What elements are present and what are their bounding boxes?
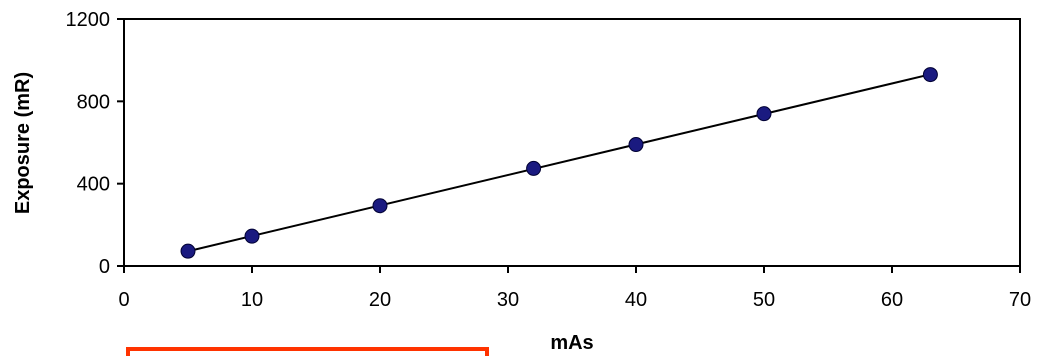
x-tick-label: 0 xyxy=(118,289,129,311)
y-axis-ticks xyxy=(117,18,124,267)
x-axis-ticks xyxy=(123,266,1021,273)
x-tick-label: 60 xyxy=(881,289,903,311)
y-tick-label: 1200 xyxy=(66,9,111,31)
y-axis-title: Exposure (mR) xyxy=(12,72,34,214)
x-tick-label: 20 xyxy=(369,289,391,311)
y-tick-label: 800 xyxy=(77,91,110,113)
x-tick-label: 30 xyxy=(497,289,519,311)
x-tick-label: 70 xyxy=(1009,289,1031,311)
data-point xyxy=(756,106,772,122)
y-tick-label: 400 xyxy=(77,174,110,196)
plot-area xyxy=(123,18,1021,267)
data-point xyxy=(922,67,938,83)
x-axis-tick-labels: 0 10 20 30 40 50 60 70 xyxy=(118,289,1031,311)
data-points xyxy=(180,67,938,259)
annotation-box xyxy=(126,347,489,356)
x-tick-label: 50 xyxy=(753,289,775,311)
trend-line xyxy=(187,73,931,253)
data-point xyxy=(526,160,542,176)
y-tick-label: 0 xyxy=(99,256,110,278)
data-point xyxy=(180,243,196,259)
data-point xyxy=(372,198,388,214)
data-point xyxy=(244,228,260,244)
y-axis-tick-labels: 0 400 800 1200 xyxy=(66,9,111,278)
x-tick-label: 10 xyxy=(241,289,263,311)
data-point xyxy=(628,137,644,153)
x-axis-title: mAs xyxy=(550,332,593,354)
x-tick-label: 40 xyxy=(625,289,647,311)
